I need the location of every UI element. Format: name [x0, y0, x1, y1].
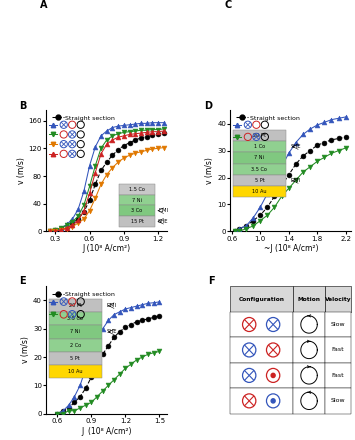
Y-axis label: v (m/s): v (m/s) [205, 158, 214, 184]
FancyBboxPatch shape [230, 312, 293, 337]
FancyBboxPatch shape [293, 363, 325, 388]
Text: Velocity: Velocity [325, 297, 351, 301]
FancyBboxPatch shape [325, 312, 351, 337]
Circle shape [271, 373, 275, 378]
FancyBboxPatch shape [325, 286, 351, 312]
Text: C: C [224, 0, 231, 10]
FancyBboxPatch shape [325, 337, 351, 363]
Text: F: F [208, 276, 215, 286]
Text: Slow: Slow [331, 398, 345, 403]
FancyBboxPatch shape [293, 312, 325, 337]
Text: A: A [40, 0, 48, 10]
FancyBboxPatch shape [230, 363, 293, 388]
Legend: Straight section: Straight section [52, 291, 116, 297]
Text: E: E [20, 276, 26, 286]
Legend: Straight section: Straight section [236, 114, 300, 121]
FancyBboxPatch shape [293, 337, 325, 363]
Text: Slow: Slow [331, 322, 345, 327]
Legend: Straight section: Straight section [52, 114, 116, 121]
FancyBboxPatch shape [230, 286, 293, 312]
Y-axis label: v (m/s): v (m/s) [21, 337, 30, 363]
FancyBboxPatch shape [325, 363, 351, 388]
Circle shape [271, 399, 275, 403]
FancyBboxPatch shape [325, 388, 351, 414]
Y-axis label: v (m/s): v (m/s) [17, 158, 26, 184]
FancyBboxPatch shape [230, 388, 293, 414]
X-axis label: J  (10⁸ A/cm²): J (10⁸ A/cm²) [82, 426, 132, 436]
Text: D: D [204, 100, 212, 110]
FancyBboxPatch shape [293, 286, 325, 312]
FancyBboxPatch shape [293, 388, 325, 414]
X-axis label: ~J (10⁸ A/cm²): ~J (10⁸ A/cm²) [264, 244, 318, 253]
Text: Motion: Motion [297, 297, 321, 301]
X-axis label: J (10⁸ A/cm²): J (10⁸ A/cm²) [83, 244, 131, 253]
Text: Configuration: Configuration [239, 297, 285, 301]
Text: Fast: Fast [332, 348, 344, 352]
Text: Fast: Fast [332, 373, 344, 378]
Text: B: B [20, 100, 27, 110]
FancyBboxPatch shape [230, 337, 293, 363]
